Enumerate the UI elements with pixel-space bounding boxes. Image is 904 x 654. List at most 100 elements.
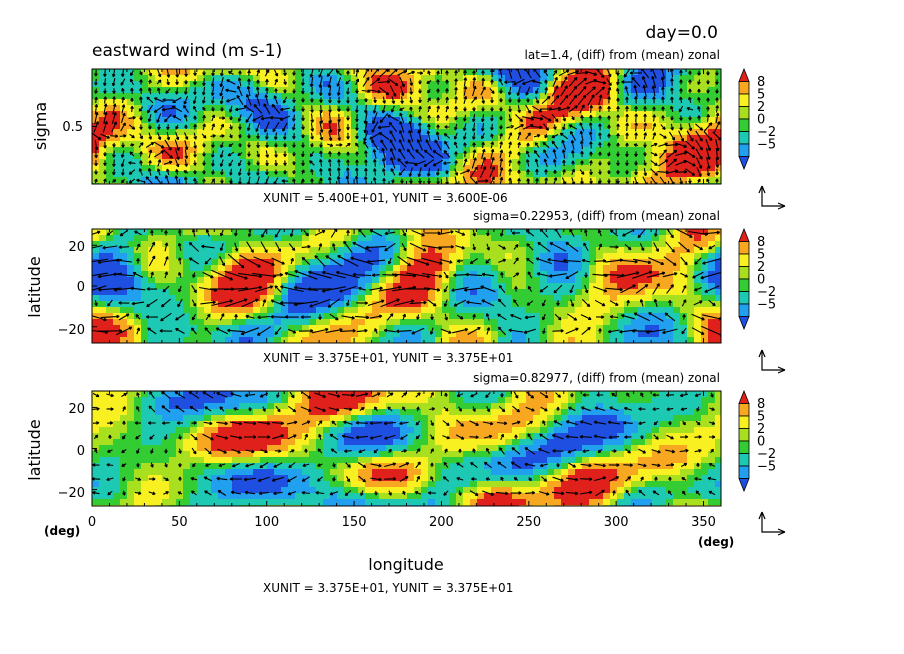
heatmap-cell [393,229,401,236]
wind-arrow [283,169,287,175]
heatmap-cell [134,159,142,166]
heatmap-cell [589,141,597,148]
wind-arrow [598,160,602,166]
heatmap-cell [505,81,513,88]
heatmap-cell [582,159,590,166]
wind-arrow [480,156,486,169]
wind-arrow [219,150,224,158]
heatmap-cell [708,331,716,338]
heatmap-cell [120,289,128,296]
heatmap-cell [428,75,436,82]
heatmap-cell [351,87,359,94]
wind-arrow [508,132,513,140]
wind-arrow [577,94,587,106]
wind-arrow [283,70,287,76]
heatmap-cell [351,177,359,184]
heatmap-cell [232,87,240,94]
wind-arrow [637,229,647,239]
heatmap-cell [428,265,436,272]
heatmap-cell [169,289,177,296]
heatmap-cell [267,241,275,248]
heatmap-cell [155,259,163,266]
wind-arrow [346,70,350,76]
heatmap-cell [414,337,422,343]
wind-arrow [275,242,282,253]
wind-arrow [625,122,630,132]
heatmap-cell [253,253,261,260]
heatmap-cell [652,271,660,278]
wind-arrow [542,141,550,149]
heatmap-cell [246,253,254,260]
wind-arrow [624,86,629,96]
heatmap-cell [344,265,352,272]
heatmap-cell [232,391,240,398]
heatmap-cell [323,247,331,254]
heatmap-cell [701,265,709,272]
heatmap-cell [253,159,261,166]
heatmap-cell [687,283,695,290]
wind-arrow [462,176,468,184]
heatmap-cell [267,277,275,284]
heatmap-cell [141,391,149,398]
heatmap-cell [281,331,289,338]
heatmap-cell [281,337,289,343]
wind-arrow [418,105,422,112]
wind-arrow [472,229,476,237]
wind-arrow [345,167,350,177]
heatmap-cell [701,229,709,236]
wind-arrow [120,178,126,184]
heatmap-cell [680,99,688,106]
heatmap-cell [183,93,191,100]
heatmap-cell [393,171,401,178]
heatmap-cell [435,331,443,338]
wind-arrow [301,69,305,77]
heatmap-cell [358,265,366,272]
heatmap-cell [421,117,429,124]
wind-arrow [579,122,585,132]
heatmap-cell [400,87,408,94]
heatmap-cell [652,331,660,338]
heatmap-cell [407,235,415,242]
heatmap-cell [687,235,695,242]
heatmap-cell [652,277,660,284]
wind-arrow [634,96,638,104]
heatmap-cell [190,235,198,242]
wind-arrow [553,124,557,130]
heatmap-cell [526,235,534,242]
heatmap-cell [253,247,261,254]
wind-arrow [668,131,676,141]
heatmap-cell [442,153,450,160]
wind-arrow [184,69,188,77]
wind-arrow [481,133,485,140]
wind-arrow [255,285,274,293]
heatmap-cell [337,81,345,88]
heatmap-cell [603,153,611,160]
heatmap-cell [232,93,240,100]
heatmap-cell [316,253,324,260]
heatmap-cell [708,325,716,332]
heatmap-cell [708,75,716,82]
wind-arrow [499,133,503,139]
heatmap-cell [127,135,135,142]
wind-arrow [153,150,165,158]
heatmap-cell [330,123,338,130]
heatmap-cell [225,253,233,260]
heatmap-cell [197,159,205,166]
heatmap-cell [519,111,527,118]
wind-arrow [346,151,350,157]
heatmap-cell [358,283,366,290]
heatmap-cell [715,259,721,266]
heatmap-cell [288,81,296,88]
heatmap-cell [204,241,212,248]
heatmap-cell [652,87,660,94]
heatmap-cell [582,247,590,254]
heatmap-cell [190,331,198,338]
heatmap-cell [414,271,422,278]
heatmap-cell [498,259,506,266]
heatmap-cell [617,93,625,100]
wind-arrow [558,106,571,112]
heatmap-cell [302,99,310,106]
heatmap-cell [484,235,492,242]
wind-arrow [651,75,657,88]
heatmap-cell [533,325,541,332]
